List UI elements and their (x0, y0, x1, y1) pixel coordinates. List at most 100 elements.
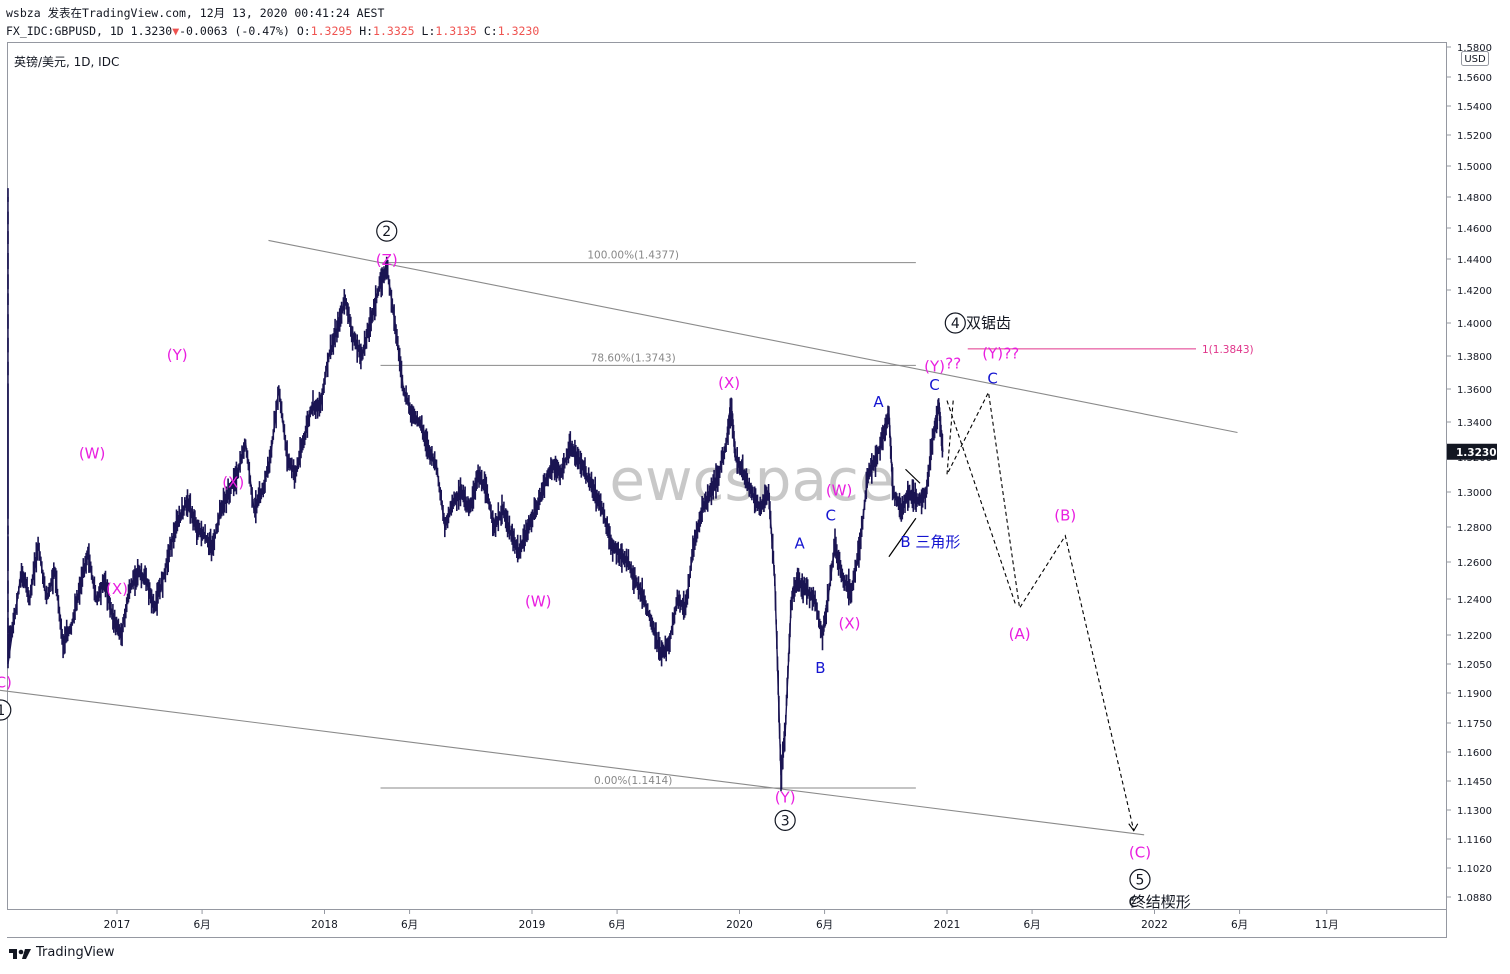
down-arrow-icon: ▼ (172, 24, 180, 38)
projection-path[interactable] (946, 390, 1135, 831)
wave-label: (Y) (924, 358, 945, 376)
wave-label: (C) (0, 673, 12, 691)
wave-circle-number: 3 (781, 813, 790, 829)
y-tick-label: 1.5800 (1457, 43, 1492, 54)
y-tick-label: 1.1020 (1457, 864, 1492, 875)
wave-circle-number: 2 (382, 224, 391, 240)
x-tick-label: 6月 (401, 919, 418, 931)
y-tick-label: 1.4200 (1457, 286, 1492, 297)
trendlines[interactable] (0, 239, 1238, 836)
currency-label: USD (1464, 54, 1486, 65)
y-tick-label: 1.3600 (1457, 385, 1492, 396)
low-value: 1.3135 (435, 24, 477, 38)
wave-label: C (826, 507, 836, 525)
wave-label: (X) (222, 473, 244, 491)
time-axis[interactable]: 2017 6月 2018 6月 2019 6月 2020 6月 2021 6月 2022 6月 11月 (104, 909, 1339, 931)
arrow-head-icon (1128, 823, 1139, 832)
close-label: C: (483, 24, 498, 38)
fib-retracement[interactable]: 100.00%(1.4377) 78.60%(1.3743) 0.00%(1.141… (380, 250, 1254, 789)
y-tick-label: 1.0880 (1457, 893, 1492, 904)
wave-circle-marker (774, 809, 796, 831)
wave-circle-number: 1 (0, 703, 5, 719)
wave-label: (C) (1129, 843, 1151, 861)
y-tick-label: 1.4800 (1457, 193, 1492, 204)
fib-level-label: 100.00%(1.4377) (587, 250, 679, 262)
currency-box[interactable]: USD (1461, 51, 1489, 66)
triangle-line[interactable] (888, 517, 917, 558)
projection-paths[interactable] (946, 390, 1139, 832)
x-tick-label: 2017 (104, 919, 131, 931)
wave-label: (W) (525, 593, 552, 611)
wave-circle-marker (1129, 868, 1151, 890)
y-tick-label: 1.4000 (1457, 319, 1492, 330)
wave-label: A (795, 535, 806, 553)
wave-label: (X) (718, 374, 740, 392)
y-tick-label: 1.1900 (1457, 689, 1492, 700)
wave-circle-marker (376, 220, 398, 242)
tradingview-logo-icon (9, 948, 31, 959)
wave-circle-number: 5 (1136, 872, 1145, 888)
brand-name: TradingView (36, 945, 115, 960)
x-tick-label: 2019 (519, 919, 546, 931)
wave-label: 终结楔形 (1131, 893, 1191, 911)
triangle-line[interactable] (905, 468, 921, 484)
y-tick-label: 1.2600 (1457, 558, 1492, 569)
symbol-info: FX_IDC:GBPUSD, 1D 1.3230▼-0.0063 (-0.47%… (6, 24, 539, 38)
wave-label: (A) (1009, 625, 1031, 643)
x-tick-label: 2018 (311, 919, 338, 931)
y-tick-label: 1.1750 (1457, 719, 1492, 730)
x-tick-label: 6月 (1023, 919, 1040, 931)
y-tick-label: 1.3800 (1457, 352, 1492, 363)
currency-box-frame (1461, 51, 1489, 66)
x-tick-label: 11月 (1315, 919, 1339, 931)
publish-date: 12月 13, 2020 00:41:24 AEST (199, 6, 385, 20)
wave-circle-number: 4 (951, 316, 960, 332)
y-tick-label: 1.2800 (1457, 523, 1492, 534)
y-tick-label: 1.1450 (1457, 777, 1492, 788)
price-axis[interactable]: 1.0880 1.1020 1.1160 1.1300 1.1450 1.1600 1.17… (1446, 43, 1492, 904)
y-tick-label: 1.2400 (1457, 595, 1492, 606)
fib-level-label: 0.00%(1.1414) (594, 775, 672, 787)
y-tick-label: 1.3400 (1457, 418, 1492, 429)
close-value: 1.3230 (497, 24, 540, 38)
price-change: -0.0063 (-0.47%) (179, 24, 290, 38)
high-label: H: (359, 24, 374, 38)
wave-circle-marker (944, 312, 966, 334)
high-value: 1.3325 (373, 24, 415, 38)
x-tick-label: 6月 (816, 919, 833, 931)
publish-info: wsbza 发表在TradingView.com, 12月 13, 2020 0… (6, 5, 384, 21)
wave-labels: (C) 1 (W) (X) (Y) (X) (Z) 2 (W) (X) (Y) 3 A B C (W) (X) A… (0, 220, 1191, 911)
wave-label: 双锯齿 (966, 314, 1011, 332)
target-level-label: 1(1.3843) (1202, 344, 1254, 356)
open-value: 1.3295 (310, 24, 353, 38)
y-tick-label: 1.1160 (1457, 835, 1492, 846)
wave-label: (Z) (376, 251, 398, 269)
y-tick-label: 1.4400 (1457, 255, 1492, 266)
symbol-name[interactable]: FX_IDC:GBPUSD, 1D (6, 24, 124, 38)
published-text: 发表在TradingView.com, (47, 6, 193, 20)
wave-label: (W) (826, 481, 853, 499)
channel-trendline[interactable] (0, 678, 1145, 836)
y-tick-label: 1.5400 (1457, 102, 1492, 113)
price-line (7, 197, 944, 776)
wave-label: (B) (1054, 507, 1076, 525)
wave-label: (Y) (167, 346, 188, 364)
y-tick-label: 1.3000 (1457, 488, 1492, 499)
watermark: ewcspace (609, 446, 894, 514)
y-tick-label: 1.4600 (1457, 224, 1492, 235)
brand-footer[interactable]: TradingView (8, 945, 115, 960)
last-price-box (1447, 443, 1497, 460)
channel-trendline[interactable] (268, 239, 1238, 434)
author-name[interactable]: wsbza (6, 6, 41, 20)
wave-label: (X) (838, 614, 860, 632)
low-label: L: (421, 24, 436, 38)
wave-label: A (873, 393, 884, 411)
last-price-text: 1.3230 (130, 24, 173, 38)
projection-path[interactable] (946, 400, 1017, 605)
x-tick-label: 6月 (1231, 919, 1248, 931)
price-series (7, 188, 944, 792)
x-tick-label: 2021 (934, 919, 961, 931)
wave-label: C (929, 376, 939, 394)
wave-circle-marker (0, 699, 12, 721)
